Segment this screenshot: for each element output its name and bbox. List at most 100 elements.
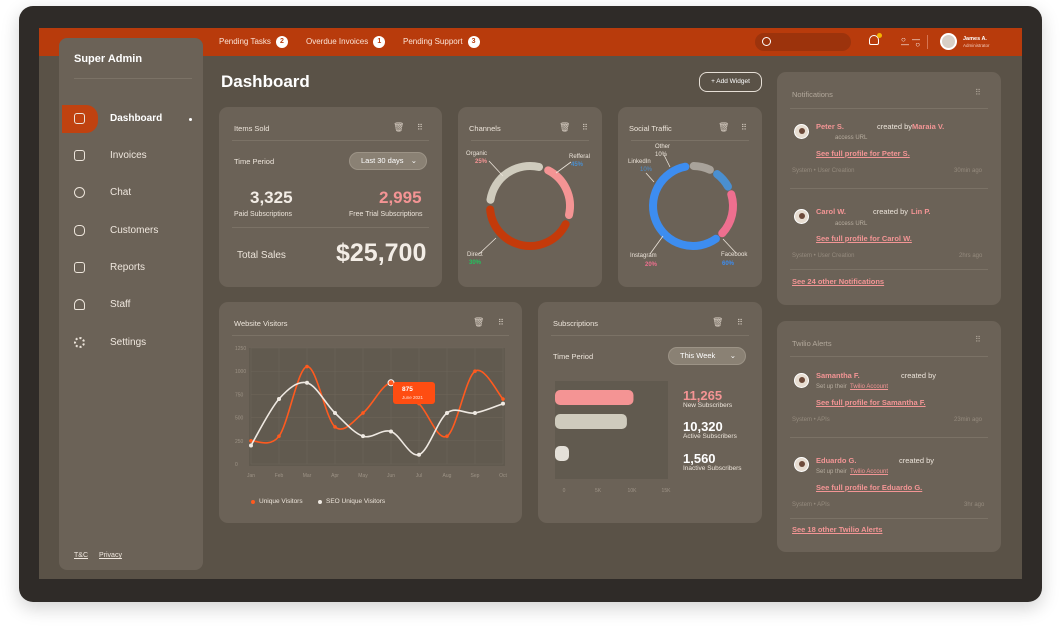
- visitors-line-chart: Jan Feb Mar Apr May Jun Jul Aug Sep Oct 0 250 500 750…: [235, 346, 507, 479]
- referral-pct: 45%: [571, 162, 584, 168]
- x-tick-label: Apr: [331, 473, 339, 479]
- sidebar-item-chat[interactable]: Chat: [59, 179, 203, 207]
- donut-segment-direct: [486, 162, 543, 204]
- see-full-profile-link[interactable]: See full profile for Eduardo G.: [816, 483, 923, 492]
- donut-segment-linkedin: [713, 170, 732, 191]
- alert-meta: System • APIs: [792, 417, 830, 423]
- drag-handle-icon[interactable]: ⠿: [498, 318, 504, 327]
- time-period-select[interactable]: This Week ⌄: [668, 347, 746, 365]
- data-point: [249, 443, 253, 448]
- pending-tasks-badge: 2: [275, 36, 288, 48]
- alert-action: created by: [901, 371, 937, 380]
- customers-icon: [74, 225, 85, 236]
- social-traffic-card: Social Traffic 🗑 ⠿ Other 10% LinkedIn 10…: [618, 107, 762, 287]
- sidebar-item-settings[interactable]: Settings: [59, 329, 203, 357]
- grid-icon: [74, 113, 85, 124]
- data-point: [445, 434, 449, 438]
- add-widget-button[interactable]: + Add Widget: [699, 72, 762, 92]
- x-tick-label: Sep: [471, 473, 480, 479]
- alert-name[interactable]: Samantha F.: [816, 371, 860, 380]
- see-full-profile-link[interactable]: See full profile for Samantha F.: [816, 398, 926, 407]
- organic-pct: 25%: [475, 159, 488, 165]
- total-sales-value: $25,700: [336, 239, 427, 267]
- filter-icon[interactable]: ○ ― ― ○: [901, 35, 923, 49]
- sidebar-item-customers[interactable]: Customers: [59, 217, 203, 245]
- select-value: Last 30 days: [361, 156, 404, 165]
- privacy-link[interactable]: Privacy: [99, 552, 122, 559]
- data-point: [501, 397, 505, 401]
- data-point: [361, 434, 365, 439]
- search-input[interactable]: [755, 33, 851, 51]
- trash-icon[interactable]: 🗑: [393, 122, 405, 132]
- sidebar-item-dashboard[interactable]: Dashboard: [59, 105, 203, 133]
- divider: [232, 227, 429, 228]
- notification-by[interactable]: Lin P.: [911, 207, 931, 216]
- pending-support-link[interactable]: Pending Support 3: [403, 36, 480, 48]
- y-tick-label: 1000: [235, 369, 246, 375]
- twilio-account-link[interactable]: Twilio Account: [850, 384, 889, 390]
- trash-icon[interactable]: 🗑: [712, 317, 724, 327]
- paid-subscriptions-label: Paid Subscriptions: [234, 211, 292, 218]
- data-point: [305, 380, 309, 385]
- social-traffic-donut: [645, 154, 737, 255]
- drag-handle-icon[interactable]: ⠿: [975, 335, 981, 344]
- card-title: Channels: [469, 124, 501, 133]
- overdue-invoices-link[interactable]: Overdue Invoices 1: [306, 36, 386, 48]
- chevron-down-icon: ⌄: [410, 156, 417, 165]
- divider: [790, 437, 988, 438]
- subscriptions-bar-chart: 0 5K 10K 15K: [555, 381, 671, 494]
- notification-name[interactable]: Peter S.: [816, 122, 844, 131]
- divider: [74, 78, 192, 79]
- x-tick-label: May: [358, 473, 368, 479]
- drag-handle-icon[interactable]: ⠿: [741, 123, 747, 132]
- notification-meta: System • User Creation: [792, 168, 855, 174]
- linkedin-label: LinkedIn: [628, 159, 651, 165]
- tooltip-value: 875: [402, 386, 413, 393]
- y-tick-label: 250: [235, 439, 244, 445]
- drag-handle-icon[interactable]: ⠿: [582, 123, 588, 132]
- tc-link[interactable]: T&C: [74, 552, 88, 559]
- y-tick-label: 1250: [235, 346, 246, 352]
- divider: [927, 35, 928, 49]
- notifications-card: Notifications ⠿ Peter S. created by Mara…: [777, 72, 1001, 305]
- user-avatar[interactable]: [940, 33, 957, 50]
- select-value: This Week: [680, 351, 716, 360]
- bell-icon[interactable]: [869, 33, 882, 45]
- trash-icon[interactable]: 🗑: [473, 317, 485, 327]
- notification-by[interactable]: Maraia V.: [912, 122, 945, 131]
- time-period-select[interactable]: Last 30 days ⌄: [349, 152, 427, 170]
- notification-action: created by: [873, 207, 909, 216]
- data-point: [333, 425, 337, 429]
- data-point: [445, 410, 449, 415]
- trash-icon[interactable]: 🗑: [559, 122, 571, 132]
- twilio-account-link[interactable]: Twilio Account: [850, 469, 889, 475]
- alert-name[interactable]: Eduardo G.: [816, 456, 857, 465]
- pending-support-label: Pending Support: [403, 37, 463, 47]
- y-tick-label: 0: [235, 462, 238, 468]
- sidebar-item-reports[interactable]: Reports: [59, 254, 203, 282]
- notification-name[interactable]: Carol W.: [816, 207, 847, 216]
- see-full-profile-link[interactable]: See full profile for Peter S.: [816, 149, 910, 158]
- trash-icon[interactable]: 🗑: [718, 122, 730, 132]
- new-subscribers-label: New Subscribers: [683, 402, 733, 409]
- pending-tasks-label: Pending Tasks: [219, 37, 271, 47]
- see-other-twilio-alerts-link[interactable]: See 18 other Twilio Alerts: [792, 525, 883, 534]
- drag-handle-icon[interactable]: ⠿: [737, 318, 743, 327]
- gear-icon: [74, 337, 85, 348]
- pending-tasks-link[interactable]: Pending Tasks 2: [219, 36, 288, 48]
- see-full-profile-link[interactable]: See full profile for Carol W.: [816, 234, 912, 243]
- drag-handle-icon[interactable]: ⠿: [975, 88, 981, 97]
- notification-time: 30min ago: [954, 168, 983, 174]
- sidebar-item-label: Dashboard: [110, 113, 163, 124]
- sidebar-item-staff[interactable]: Staff: [59, 291, 203, 319]
- donut-segment-refferal: [486, 205, 570, 250]
- tooltip-date: June 2021: [402, 395, 424, 400]
- see-other-notifications-link[interactable]: See 24 other Notifications: [792, 277, 885, 286]
- drag-handle-icon[interactable]: ⠿: [417, 123, 423, 132]
- data-point: [417, 452, 421, 457]
- donut-segment-other: [689, 162, 714, 174]
- chevron-down-icon: ⌄: [729, 351, 736, 360]
- sidebar-item-invoices[interactable]: Invoices: [59, 142, 203, 170]
- notification-sub: access URL: [835, 135, 868, 141]
- x-tick-label: 0: [563, 488, 566, 494]
